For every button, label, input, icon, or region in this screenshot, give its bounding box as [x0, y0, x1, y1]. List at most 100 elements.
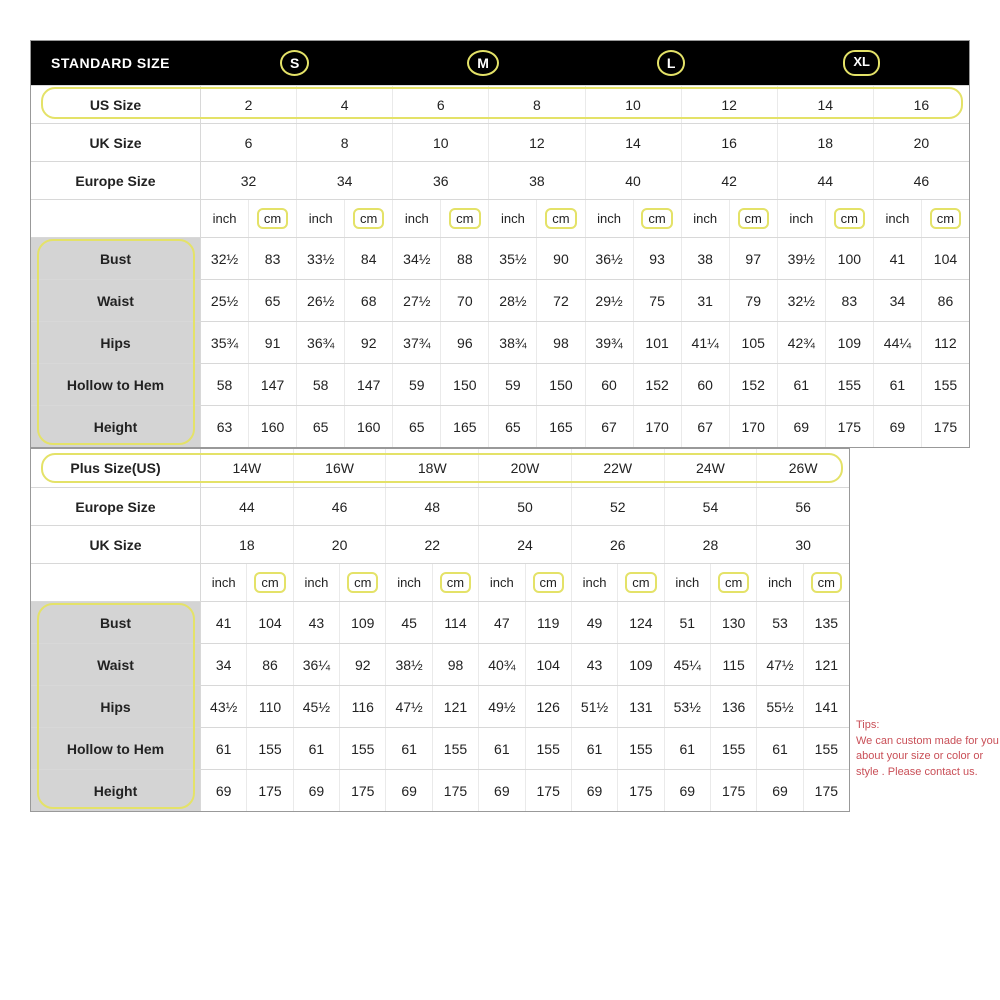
cell: 110 — [247, 686, 293, 727]
cell: 135 — [804, 602, 849, 643]
cell: 136 — [711, 686, 757, 727]
measure-label: Bust — [31, 602, 201, 643]
cell: 45½ — [294, 686, 340, 727]
cell: 67 — [682, 406, 730, 447]
unit-cells: inchcminchcminchcminchcminchcminchcminch… — [201, 564, 849, 601]
unit-cm: cm — [922, 200, 969, 237]
measure-row: Hollow to Hem611556115561155611556115561… — [31, 727, 849, 769]
cell: 175 — [247, 770, 293, 811]
unit-inch: inch — [479, 564, 525, 601]
cell: 33½ — [297, 238, 345, 279]
cell: 60 — [586, 364, 634, 405]
unit-cm-highlight: cm — [641, 208, 672, 229]
cell: 86 — [922, 280, 969, 321]
measure-label: Bust — [31, 238, 201, 279]
cell: 155 — [618, 728, 664, 769]
cell: 175 — [433, 770, 479, 811]
cell: 150 — [537, 364, 585, 405]
cell: 68 — [345, 280, 393, 321]
unit-cm-highlight: cm — [347, 572, 378, 593]
tips-note: Tips: We can custom made for you about y… — [856, 718, 1000, 780]
unit-cm: cm — [537, 200, 585, 237]
cell: 100 — [826, 238, 874, 279]
cell: 63 — [201, 406, 249, 447]
measure-label: Hollow to Hem — [31, 364, 201, 405]
cell: 35½ — [489, 238, 537, 279]
cell: 36¼ — [294, 644, 340, 685]
cell: 65 — [249, 280, 297, 321]
cell: 50 — [479, 488, 572, 525]
cell: 109 — [826, 322, 874, 363]
cell: 2 — [201, 86, 297, 123]
cell: 51 — [665, 602, 711, 643]
unit-cm: cm — [634, 200, 682, 237]
cell: 6 — [201, 124, 297, 161]
cell: 155 — [804, 728, 849, 769]
row-label: Europe Size — [31, 162, 201, 199]
unit-cm-highlight: cm — [353, 208, 384, 229]
cell: 49½ — [479, 686, 525, 727]
cell: 83 — [826, 280, 874, 321]
cell: 22W — [572, 449, 665, 487]
cell: 170 — [730, 406, 778, 447]
measure-label: Height — [31, 770, 201, 811]
cell: 75 — [634, 280, 682, 321]
cell: 40¾ — [479, 644, 525, 685]
cell: 34 — [874, 280, 922, 321]
cell: 14 — [586, 124, 682, 161]
cell: 160 — [345, 406, 393, 447]
measure-row: Waist348636¼9238½9840¾1044310945¼11547½1… — [31, 643, 849, 685]
measure-row: Height6316065160651656516567170671706917… — [31, 405, 969, 447]
cell: 26 — [572, 526, 665, 563]
cell: 55½ — [757, 686, 803, 727]
cell: 59 — [393, 364, 441, 405]
cell: 112 — [922, 322, 969, 363]
size-badge-m: M — [467, 50, 499, 76]
standard-header-sizes: SMLXL — [201, 50, 969, 76]
cell: 39¾ — [586, 322, 634, 363]
cell: 116 — [340, 686, 386, 727]
cell: 70 — [441, 280, 489, 321]
cell: 43½ — [201, 686, 247, 727]
cell: 170 — [634, 406, 682, 447]
measure-row: Height6917569175691756917569175691756917… — [31, 769, 849, 811]
cell: 36½ — [586, 238, 634, 279]
cell: 104 — [526, 644, 572, 685]
cell: 18W — [386, 449, 479, 487]
cell: 61 — [294, 728, 340, 769]
unit-cm-highlight: cm — [257, 208, 288, 229]
cell: 46 — [874, 162, 969, 199]
unit-cm-highlight: cm — [254, 572, 285, 593]
cell: 152 — [730, 364, 778, 405]
measure-row: Hips43½11045½11647½12149½12651½13153½136… — [31, 685, 849, 727]
unit-inch: inch — [297, 200, 345, 237]
unit-inch: inch — [874, 200, 922, 237]
measure-label: Waist — [31, 644, 201, 685]
unit-inch: inch — [586, 200, 634, 237]
size-row: UK Size18202224262830 — [31, 525, 849, 563]
cell: 32½ — [201, 238, 249, 279]
cell: 175 — [526, 770, 572, 811]
cell: 131 — [618, 686, 664, 727]
unit-cm-highlight: cm — [449, 208, 480, 229]
unit-inch: inch — [682, 200, 730, 237]
row-label: US Size — [31, 86, 201, 123]
plus-size-chart: Plus Size(US)14W16W18W20W22W24W26WEurope… — [30, 448, 850, 812]
cell: 44 — [201, 488, 294, 525]
cell: 69 — [757, 770, 803, 811]
cell: 165 — [537, 406, 585, 447]
cell: 45 — [386, 602, 432, 643]
cell: 36¾ — [297, 322, 345, 363]
cell: 155 — [247, 728, 293, 769]
cell: 46 — [294, 488, 387, 525]
unit-cm: cm — [249, 200, 297, 237]
measure-row: Hips35¾9136¾9237¾9638¾9839¾10141¼10542¾1… — [31, 321, 969, 363]
cell: 61 — [572, 728, 618, 769]
cell: 53½ — [665, 686, 711, 727]
cell: 24W — [665, 449, 758, 487]
cell: 175 — [340, 770, 386, 811]
cell: 27½ — [393, 280, 441, 321]
cell: 29½ — [586, 280, 634, 321]
cell: 61 — [874, 364, 922, 405]
cell: 20 — [874, 124, 969, 161]
